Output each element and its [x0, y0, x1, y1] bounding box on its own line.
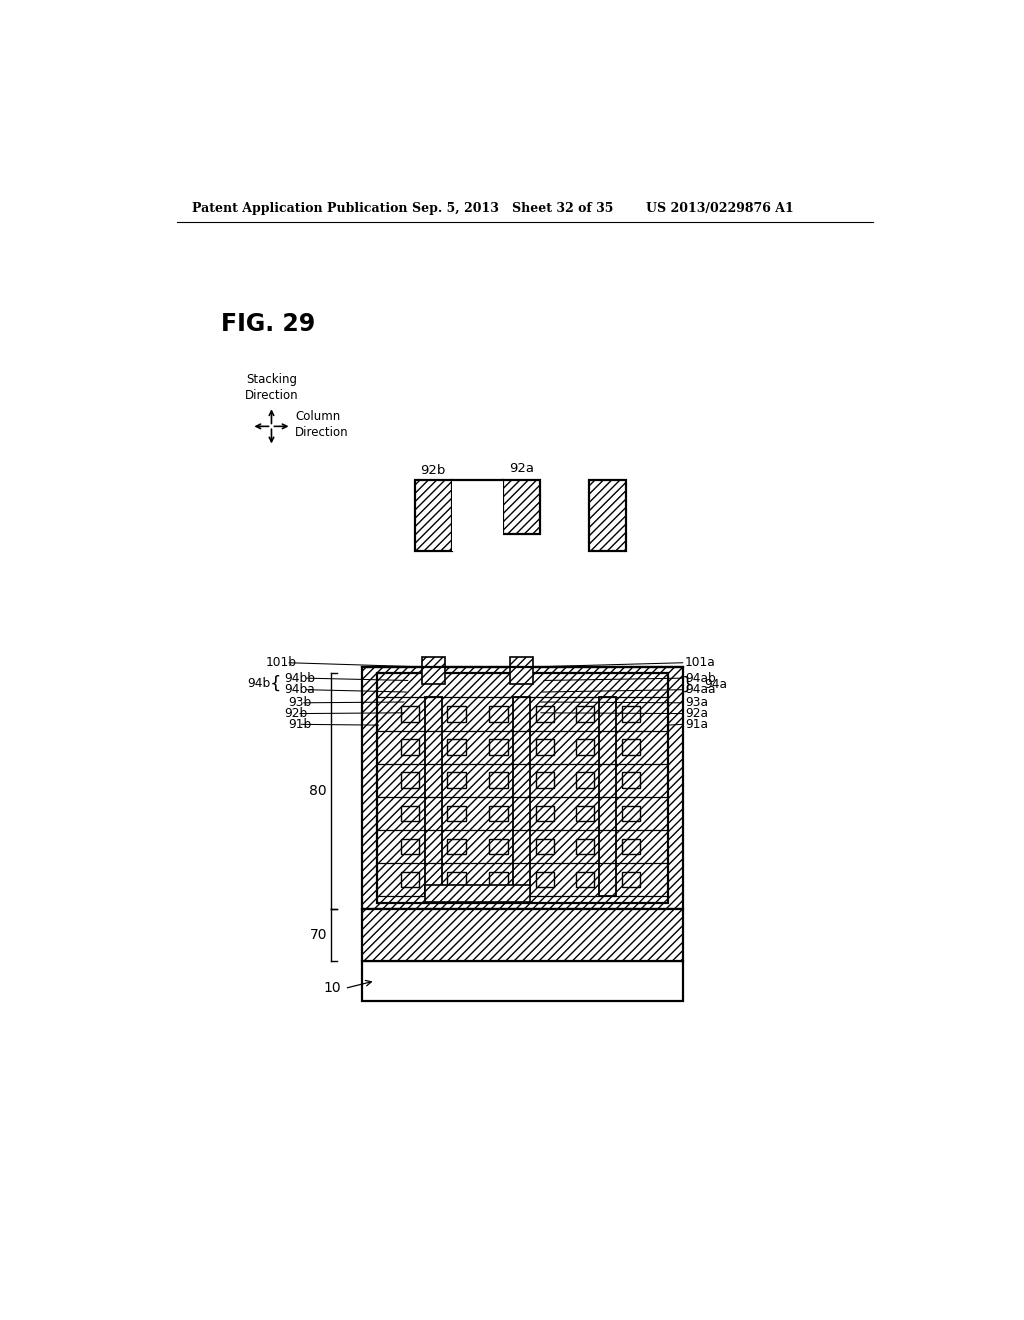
- Text: 91b: 91b: [289, 718, 311, 731]
- Text: 10: 10: [324, 982, 342, 995]
- Bar: [622, 772, 640, 788]
- Bar: [425, 886, 530, 903]
- Bar: [536, 706, 554, 722]
- Text: Patent Application Publication: Patent Application Publication: [193, 202, 408, 215]
- Text: 70: 70: [309, 928, 327, 942]
- Text: Column
Direction: Column Direction: [295, 411, 349, 440]
- Bar: [400, 838, 419, 854]
- Bar: [536, 805, 554, 821]
- Text: 93b: 93b: [289, 696, 311, 709]
- Bar: [536, 838, 554, 854]
- Bar: [447, 871, 466, 887]
- Bar: [575, 772, 594, 788]
- Text: 94aa: 94aa: [685, 684, 716, 696]
- Bar: [503, 480, 541, 535]
- Text: }: }: [682, 676, 693, 694]
- Bar: [622, 871, 640, 887]
- Bar: [447, 805, 466, 821]
- Bar: [489, 838, 508, 854]
- Bar: [400, 739, 419, 755]
- Text: 92b: 92b: [421, 463, 445, 477]
- Bar: [489, 871, 508, 887]
- Bar: [400, 706, 419, 722]
- Bar: [536, 739, 554, 755]
- Bar: [622, 739, 640, 755]
- Text: 92b: 92b: [285, 708, 308, 721]
- Bar: [489, 772, 508, 788]
- Text: 101b: 101b: [265, 656, 296, 669]
- Bar: [599, 697, 616, 896]
- Bar: [622, 805, 640, 821]
- Text: Stacking
Direction: Stacking Direction: [245, 372, 298, 401]
- Text: US 2013/0229876 A1: US 2013/0229876 A1: [646, 202, 795, 215]
- Bar: [361, 909, 683, 961]
- Text: 94a: 94a: [705, 678, 727, 692]
- Text: {: {: [270, 675, 282, 693]
- Text: FIG. 29: FIG. 29: [221, 312, 315, 337]
- Text: 94ab: 94ab: [685, 672, 716, 685]
- Text: 92a: 92a: [509, 462, 535, 475]
- Bar: [536, 772, 554, 788]
- Bar: [422, 657, 444, 684]
- Text: 92a: 92a: [685, 708, 708, 721]
- Bar: [489, 805, 508, 821]
- Bar: [489, 706, 508, 722]
- Bar: [400, 805, 419, 821]
- Text: Sep. 5, 2013   Sheet 32 of 35: Sep. 5, 2013 Sheet 32 of 35: [412, 202, 613, 215]
- Bar: [447, 739, 466, 755]
- Bar: [489, 739, 508, 755]
- Bar: [510, 657, 534, 684]
- Text: 91a: 91a: [685, 718, 708, 731]
- Bar: [536, 871, 554, 887]
- Bar: [447, 772, 466, 788]
- Text: 101a: 101a: [685, 656, 716, 669]
- Bar: [513, 697, 530, 896]
- Bar: [377, 673, 668, 903]
- Bar: [575, 871, 594, 887]
- Bar: [590, 480, 627, 552]
- Text: 93a: 93a: [685, 696, 708, 709]
- Bar: [447, 838, 466, 854]
- Text: 94b: 94b: [248, 677, 270, 690]
- Bar: [452, 480, 503, 552]
- Text: 80: 80: [309, 784, 327, 799]
- Bar: [575, 706, 594, 722]
- Bar: [575, 805, 594, 821]
- Text: 94bb: 94bb: [285, 672, 315, 685]
- Bar: [447, 706, 466, 722]
- Bar: [622, 838, 640, 854]
- Bar: [361, 667, 683, 909]
- Bar: [622, 706, 640, 722]
- Bar: [415, 480, 452, 552]
- Text: 94ba: 94ba: [285, 684, 315, 696]
- Bar: [575, 739, 594, 755]
- Bar: [400, 871, 419, 887]
- Bar: [425, 697, 441, 896]
- Bar: [575, 838, 594, 854]
- Bar: [361, 961, 683, 1001]
- Bar: [400, 772, 419, 788]
